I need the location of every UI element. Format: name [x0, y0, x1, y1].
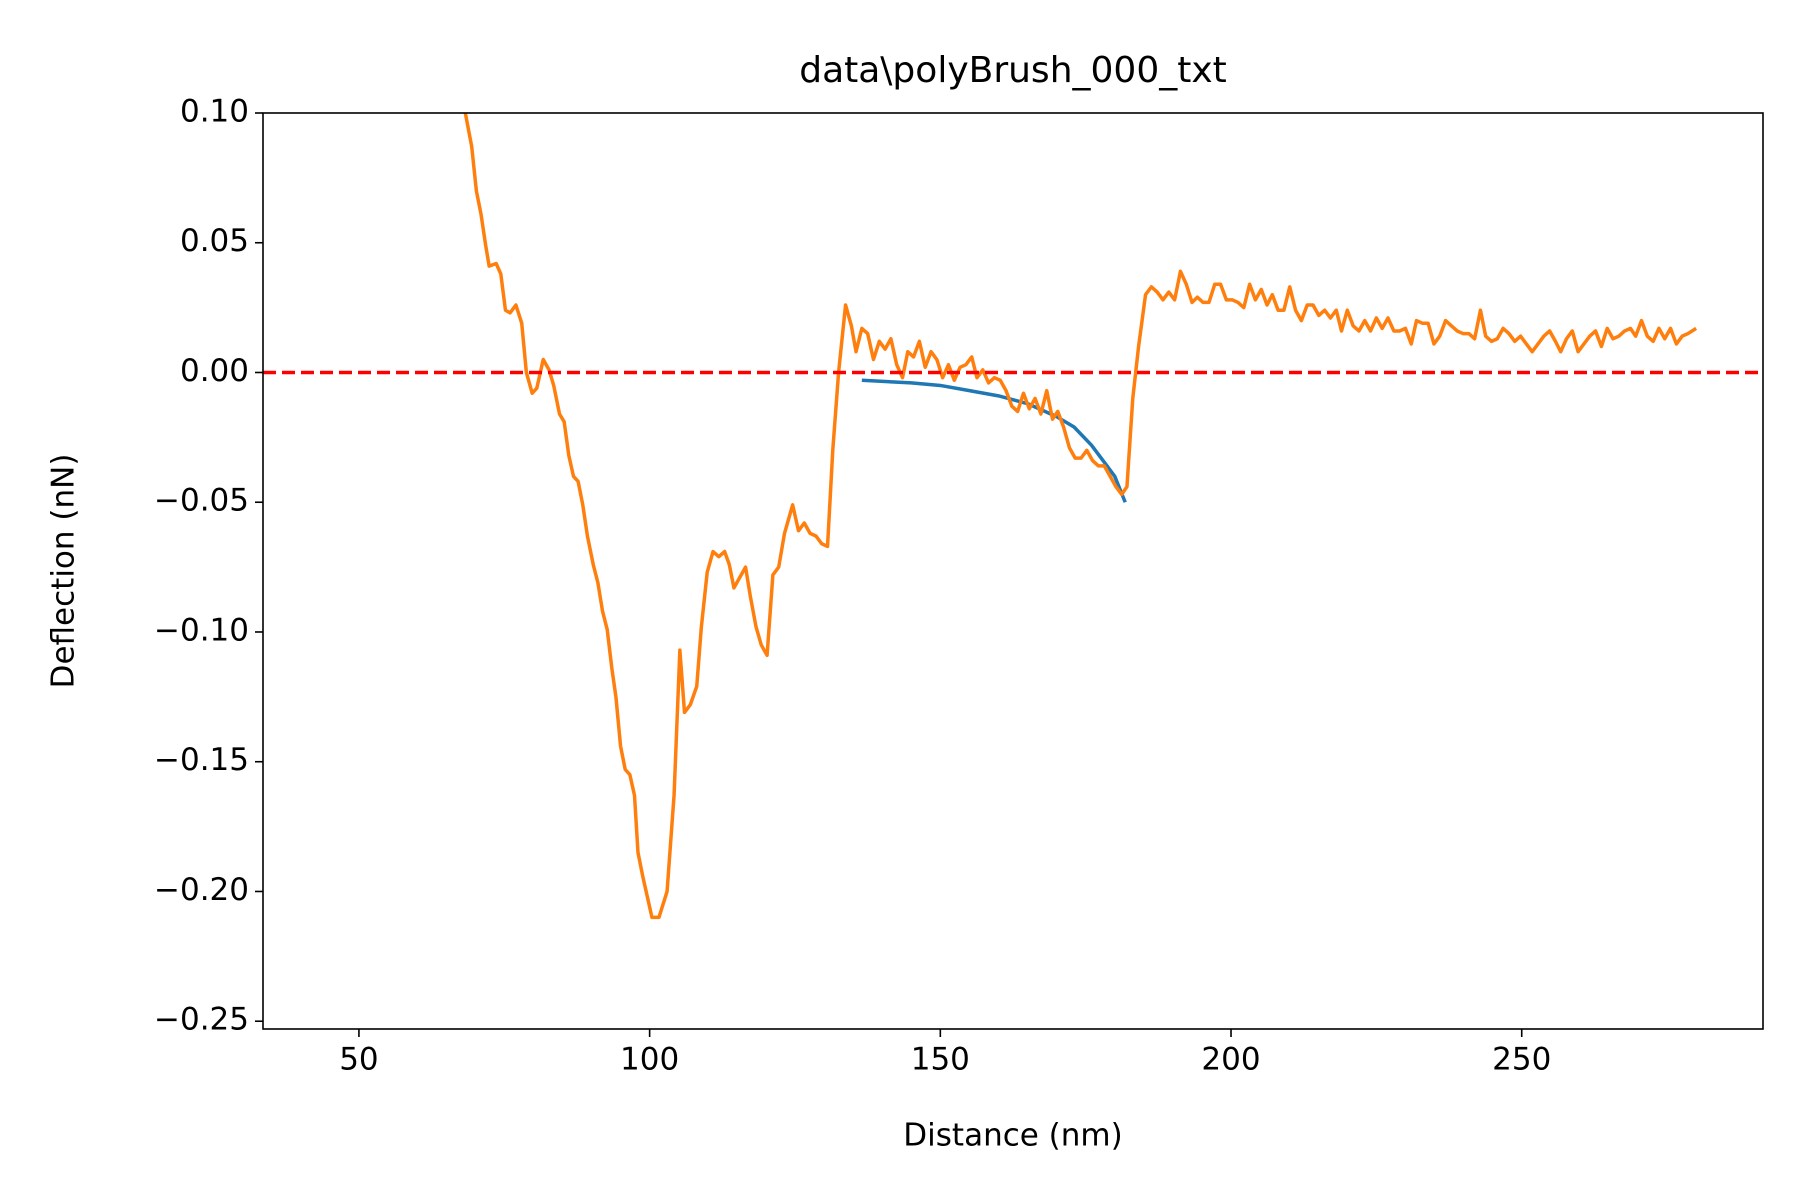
- x-tick-label: 100: [620, 1042, 679, 1078]
- y-axis-label: Deflection (nN): [46, 454, 82, 689]
- y-tick-label: −0.20: [154, 872, 249, 908]
- x-tick-label: 200: [1201, 1042, 1260, 1078]
- axes-frame: [262, 112, 1764, 1030]
- y-tick-label: −0.05: [154, 483, 249, 519]
- y-tick-label: 0.05: [180, 223, 249, 259]
- y-tick-label: −0.15: [154, 742, 249, 778]
- x-axis-label: Distance (nm): [903, 1118, 1122, 1154]
- plot-area: [263, 113, 1763, 920]
- x-tick-label: 150: [911, 1042, 970, 1078]
- y-tick-label: 0.10: [180, 94, 249, 130]
- y-tick-label: −0.10: [154, 612, 249, 648]
- chart-title: data\polyBrush_000_txt: [799, 50, 1227, 91]
- x-tick-label: 50: [339, 1042, 378, 1078]
- x-tick-label: 250: [1492, 1042, 1551, 1078]
- y-tick-label: −0.25: [154, 1002, 249, 1038]
- data-line: [463, 113, 1698, 920]
- y-tick-label: 0.00: [180, 353, 249, 389]
